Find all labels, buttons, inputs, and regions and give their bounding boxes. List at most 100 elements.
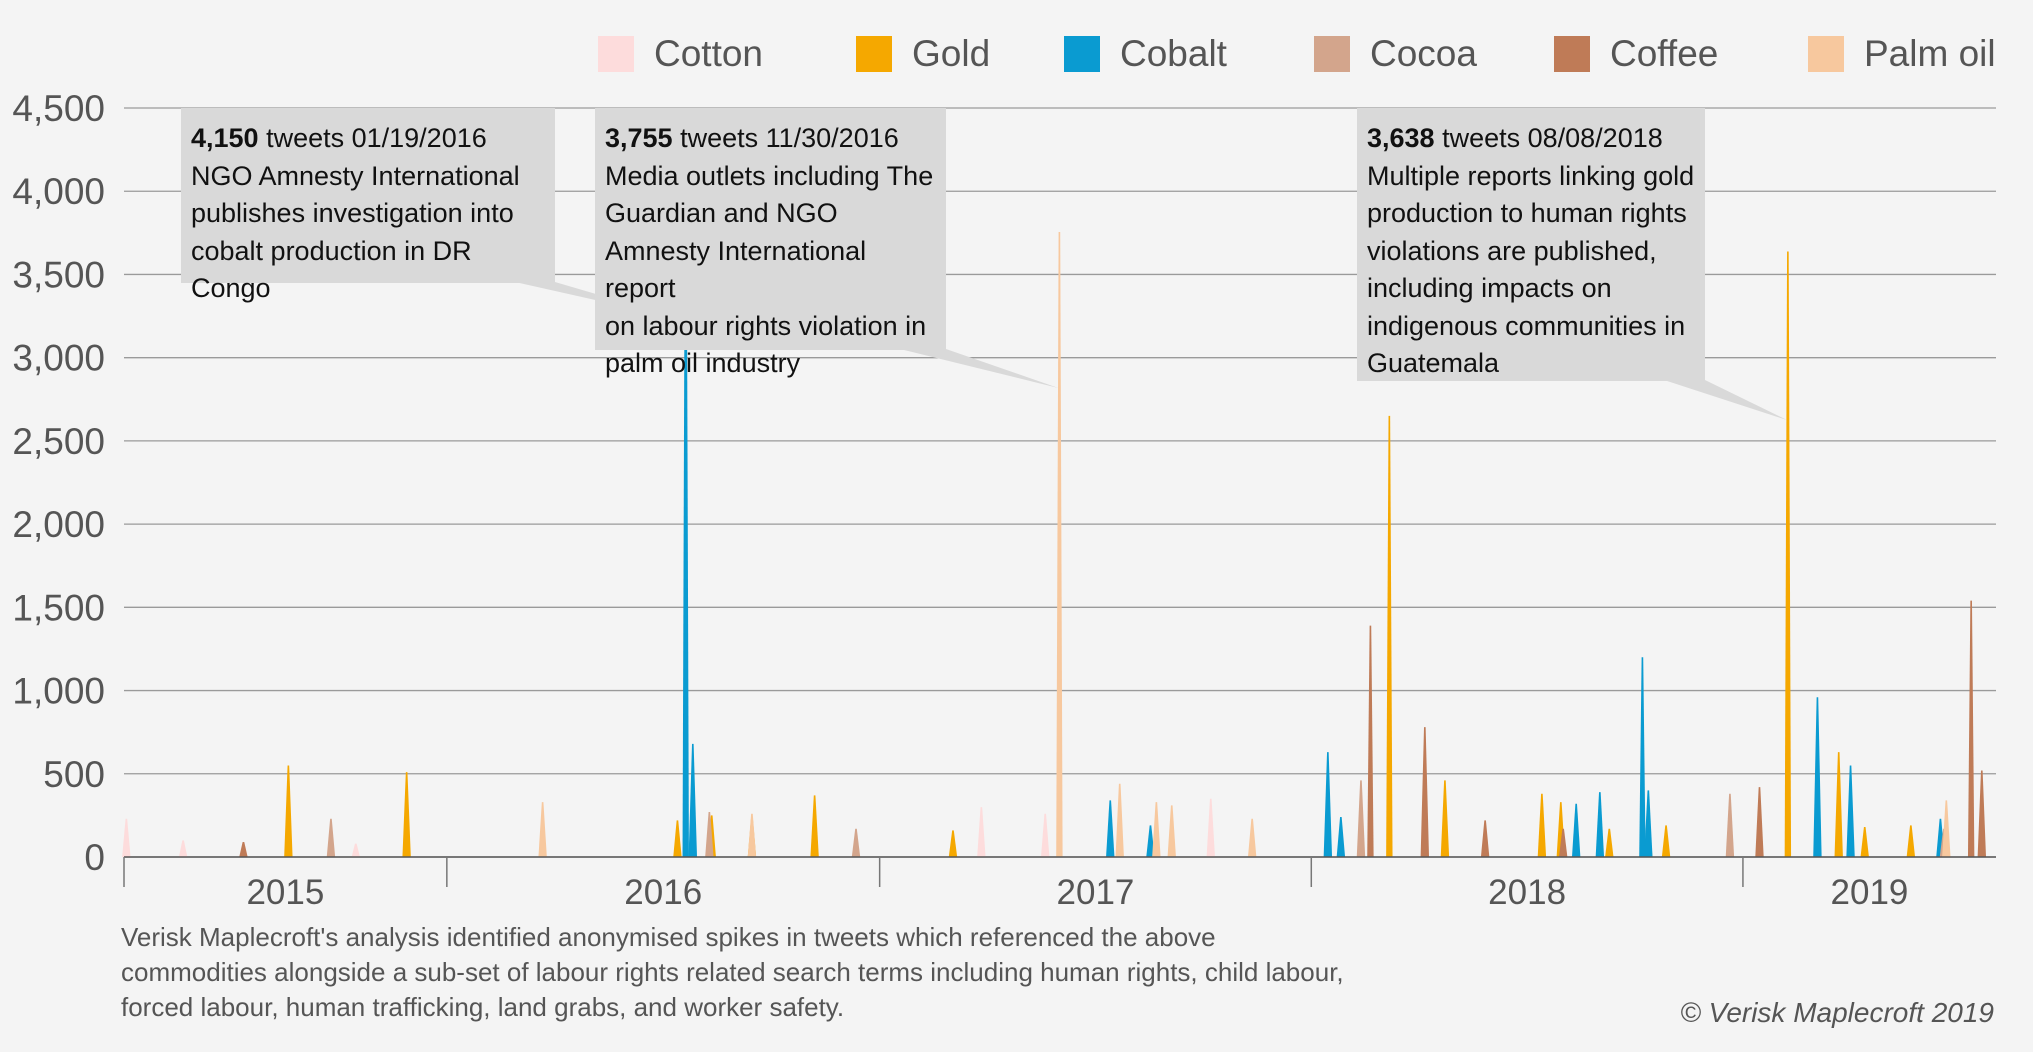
data-spike-cobalt <box>1571 803 1581 857</box>
legend-label-cocoa: Cocoa <box>1370 33 1477 74</box>
data-spike-gold <box>810 795 819 857</box>
data-spike-coffee <box>239 842 248 857</box>
annotation-palm-oil: 3,755 tweets 11/30/2016 Media outlets in… <box>595 108 946 378</box>
data-spike-cobalt <box>1644 790 1653 857</box>
legend-swatch-cocoa <box>1314 36 1350 72</box>
y-tick-label: 2,500 <box>12 421 105 462</box>
y-tick-label: 4,500 <box>12 88 105 129</box>
data-spike-coffee <box>1755 787 1764 857</box>
legend-swatch-cobalt <box>1064 36 1100 72</box>
legend-label-palm-oil: Palm oil <box>1864 33 1996 74</box>
y-axis: 0 500 1,000 1,500 2,000 2,500 3,000 3,500 4,000 4… <box>12 88 105 878</box>
data-spike-gold <box>1860 827 1869 857</box>
data-spike-cotton <box>178 840 188 857</box>
annotation-line: Multiple reports linking gold <box>1367 160 1695 191</box>
x-tick-label: 2017 <box>1057 873 1135 912</box>
legend-item-palm-oil: Palm oil <box>1808 30 1996 78</box>
annotation-line: publishes investigation into <box>191 198 514 228</box>
data-spike-palm-oil <box>747 813 757 857</box>
data-spike-cocoa <box>705 812 714 857</box>
legend-item-cotton: Cotton <box>598 30 763 78</box>
data-spike-cotton <box>1206 798 1215 857</box>
legend-item-coffee: Coffee <box>1554 30 1718 78</box>
annotation-line: Guardian and NGO <box>605 198 838 228</box>
data-spike-cobalt <box>1146 825 1155 857</box>
copyright: © Verisk Maplecroft 2019 <box>1680 997 1994 1028</box>
footnote: Verisk Maplecroft's analysis identified … <box>121 922 1344 1022</box>
annotation-count: 3,638 <box>1367 123 1435 153</box>
data-spike-cocoa <box>326 818 336 857</box>
x-tick-label: 2015 <box>246 873 324 912</box>
annotation-date: tweets 11/30/2016 <box>672 123 899 153</box>
annotation-line: Guatemala <box>1367 348 1500 378</box>
y-tick-label: 3,500 <box>12 254 105 295</box>
data-spike-gold <box>1605 828 1614 857</box>
legend-item-cobalt: Cobalt <box>1064 30 1227 78</box>
data-spike-palm-oil <box>1942 800 1951 857</box>
data-spike-gold <box>948 830 958 857</box>
y-tick-label: 1,000 <box>12 671 105 712</box>
annotation-date: tweets 08/08/2018 <box>1434 123 1663 153</box>
data-spike-gold <box>1440 780 1450 857</box>
data-spike-cotton <box>351 843 360 857</box>
data-spike-palm-oil <box>1056 232 1063 858</box>
data-spike-gold <box>402 772 411 857</box>
data-spike-coffee <box>1977 770 1987 857</box>
series-coffee <box>239 600 1987 857</box>
data-spike-cotton <box>977 807 986 857</box>
annotation-gold: 3,638 tweets 08/08/2018 Multiple reports… <box>1357 108 1705 381</box>
legend-swatch-coffee <box>1554 36 1590 72</box>
x-tick-label: 2016 <box>624 873 702 912</box>
data-spike-gold <box>1661 825 1671 857</box>
data-spike-cotton <box>122 818 131 857</box>
y-tick-label: 1,500 <box>12 587 105 628</box>
annotation-line: production to human rights <box>1367 198 1687 228</box>
data-spike-palm-oil <box>1152 802 1161 857</box>
data-spike-cobalt <box>1813 697 1822 857</box>
series-palm-oil <box>538 232 1951 858</box>
annotation-count: 3,755 <box>605 123 673 153</box>
annotation-header: 3,638 tweets 08/08/2018 <box>1367 120 1695 158</box>
y-tick-label: 2,000 <box>12 504 105 545</box>
annotation-line: cobalt production in DR Congo <box>191 235 472 304</box>
series-cocoa <box>326 780 1949 857</box>
data-spike-gold <box>1834 752 1843 857</box>
annotation-pointer <box>1664 380 1787 420</box>
data-spike-palm-oil <box>1167 805 1176 857</box>
legend-swatch-palm-oil <box>1808 36 1844 72</box>
data-spike-cocoa <box>1356 780 1366 857</box>
data-spike-gold <box>1784 251 1792 858</box>
data-spike-cobalt <box>1639 657 1646 857</box>
annotation-count: 4,150 <box>191 123 259 153</box>
series-gold <box>284 251 1916 858</box>
data-spike-coffee <box>1480 820 1490 857</box>
data-spike-cobalt <box>1323 752 1333 857</box>
annotation-line: indigenous communities in <box>1367 310 1686 341</box>
legend-swatch-cotton <box>598 36 634 72</box>
data-spike-coffee <box>1558 828 1568 857</box>
annotation-line: violations are published, <box>1367 235 1657 266</box>
annotation-line: Amnesty International report <box>605 235 867 304</box>
data-spike-cotton <box>1041 813 1050 857</box>
legend-label-cobalt: Cobalt <box>1120 33 1227 74</box>
data-spike-palm-oil <box>1247 818 1257 857</box>
legend-item-cocoa: Cocoa <box>1314 30 1477 78</box>
data-spike-cobalt <box>682 166 689 857</box>
x-tick-label: 2018 <box>1488 873 1566 912</box>
annotation-line: palm oil industry <box>605 348 801 378</box>
data-spike-cobalt <box>1595 792 1605 857</box>
data-spike-cobalt <box>1846 765 1855 857</box>
legend-item-gold: Gold <box>856 30 990 78</box>
data-spike-cobalt <box>1106 800 1115 857</box>
annotation-line: on labour rights violation in <box>605 310 927 341</box>
data-spike-palm-oil <box>538 802 547 857</box>
data-spike-gold <box>673 820 682 857</box>
data-spike-gold <box>1906 825 1916 857</box>
annotation-header: 4,150 tweets 01/19/2016 <box>191 120 545 158</box>
annotation-cobalt: 4,150 tweets 01/19/2016 NGO Amnesty Inte… <box>181 108 555 303</box>
annotation-line: including impacts on <box>1367 273 1612 303</box>
y-tick-label: 0 <box>84 837 105 878</box>
legend-label-cotton: Cotton <box>654 33 764 74</box>
series-layer <box>122 166 1987 858</box>
data-spike-cobalt <box>1336 817 1346 857</box>
